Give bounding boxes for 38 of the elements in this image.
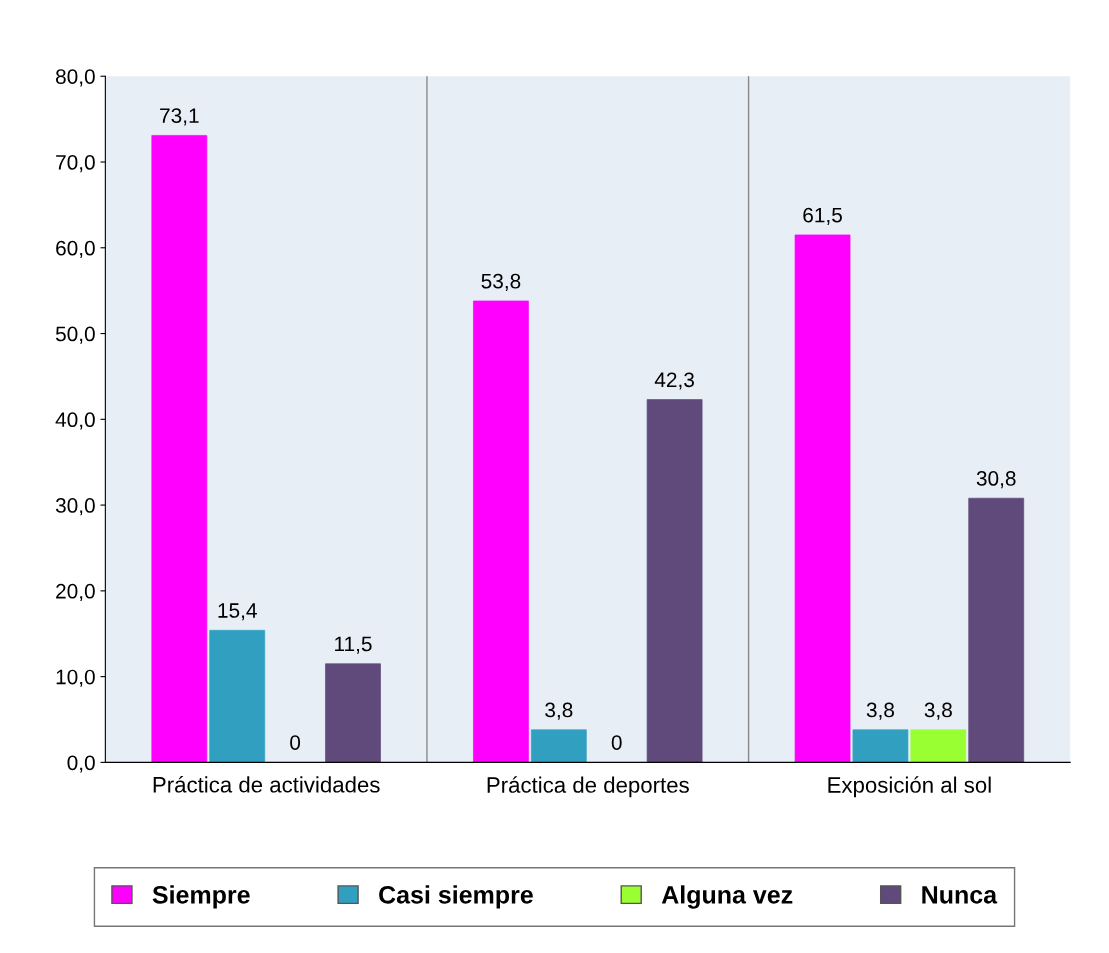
data-label: 30,8: [976, 471, 1016, 489]
legend-label: Nunca: [922, 886, 998, 904]
x-tick-label: Práctica de actividades: [153, 776, 380, 793]
bar: [209, 629, 266, 763]
data-label: 3,8: [545, 702, 573, 720]
data-label: 3,8: [924, 702, 952, 720]
bar: [325, 663, 381, 763]
data-label: 15,4: [218, 603, 257, 621]
x-tick-label: Exposición al sol: [828, 776, 991, 798]
data-label: 61,5: [803, 207, 842, 225]
legend-label: Casi siempre: [379, 885, 533, 909]
bar: [646, 399, 703, 763]
y-tick-label: 30,0: [55, 498, 95, 516]
y-tick-label: 10,0: [56, 669, 95, 687]
data-label: 73,1: [160, 108, 199, 126]
legend-label: Alguna vez: [661, 885, 793, 909]
bar: [968, 497, 1025, 763]
bar: [910, 729, 967, 763]
y-tick-label: 40,0: [55, 412, 95, 430]
data-label: 0: [290, 735, 301, 750]
bar: [794, 234, 851, 763]
data-label: 3,8: [866, 702, 895, 720]
legend-label: Siempre: [152, 885, 250, 909]
y-tick-label: 70,0: [56, 155, 95, 173]
y-tick-label: 80,0: [55, 69, 95, 87]
y-tick-label: 20,0: [56, 583, 95, 602]
bar: [473, 300, 529, 763]
y-tick-label: 60,0: [56, 240, 95, 258]
bar: [530, 729, 587, 763]
data-label: 0: [611, 735, 622, 750]
x-tick-label: Práctica de deportes: [487, 776, 689, 798]
data-label: 53,8: [481, 273, 521, 291]
data-label: 11,5: [335, 636, 372, 654]
bar: [852, 729, 909, 763]
y-tick-label: 50,0: [55, 326, 95, 344]
y-tick-label: 0,0: [67, 755, 95, 773]
data-label: 42,3: [654, 372, 694, 390]
bar: [151, 135, 208, 763]
